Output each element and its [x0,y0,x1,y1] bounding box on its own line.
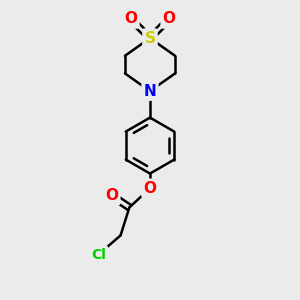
Text: O: O [124,11,137,26]
Text: S: S [145,31,155,46]
Text: N: N [144,84,156,99]
Text: O: O [105,188,118,203]
Text: O: O [143,181,157,196]
Text: Cl: Cl [91,248,106,262]
Text: O: O [163,11,176,26]
